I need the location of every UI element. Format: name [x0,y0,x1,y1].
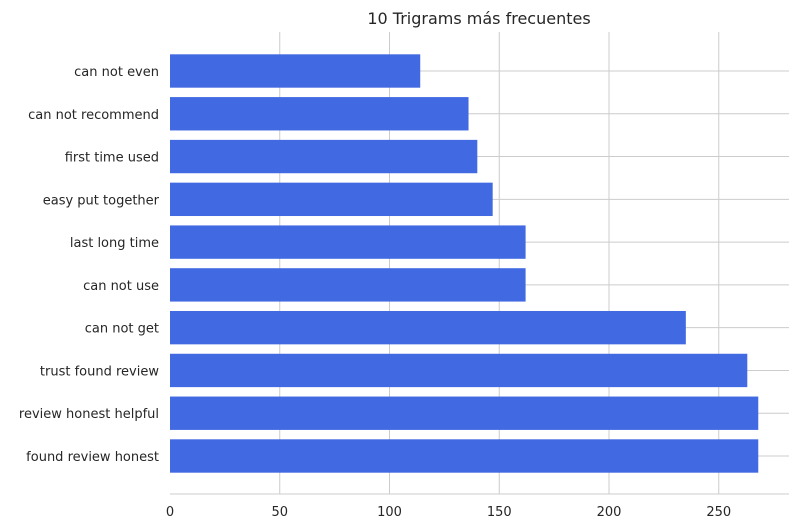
x-tick-label: 100 [377,505,402,520]
y-tick-label: can not use [83,279,159,294]
bar [170,139,478,174]
x-tick-label: 50 [271,505,288,520]
y-tick-label: can not even [74,65,159,80]
bars [170,54,759,473]
bar [170,310,686,345]
x-axis-ticks: 0 50 100 150 200 250 [166,505,731,520]
y-tick-label: review honest helpful [19,407,159,422]
x-tick-label: 150 [487,505,512,520]
bar [170,182,493,217]
x-tick-label: 250 [706,505,731,520]
y-tick-label: trust found review [40,364,159,379]
y-tick-label: last long time [70,236,159,251]
y-tick-label: first time used [65,151,159,166]
y-tick-label: easy put together [43,193,160,208]
bar [170,439,759,473]
y-axis-labels: found review honest review honest helpful… [19,65,160,465]
bar [170,97,469,131]
x-tick-label: 0 [166,505,174,520]
y-tick-label: can not recommend [28,108,159,123]
y-tick-label: can not get [85,322,159,337]
bar [170,225,526,259]
bar [170,353,748,388]
x-tick-label: 200 [597,505,622,520]
bar [170,268,526,302]
bar [170,54,421,88]
y-tick-label: found review honest [26,450,159,465]
bar [170,396,759,430]
chart-title: 10 Trigrams más frecuentes [367,9,590,28]
